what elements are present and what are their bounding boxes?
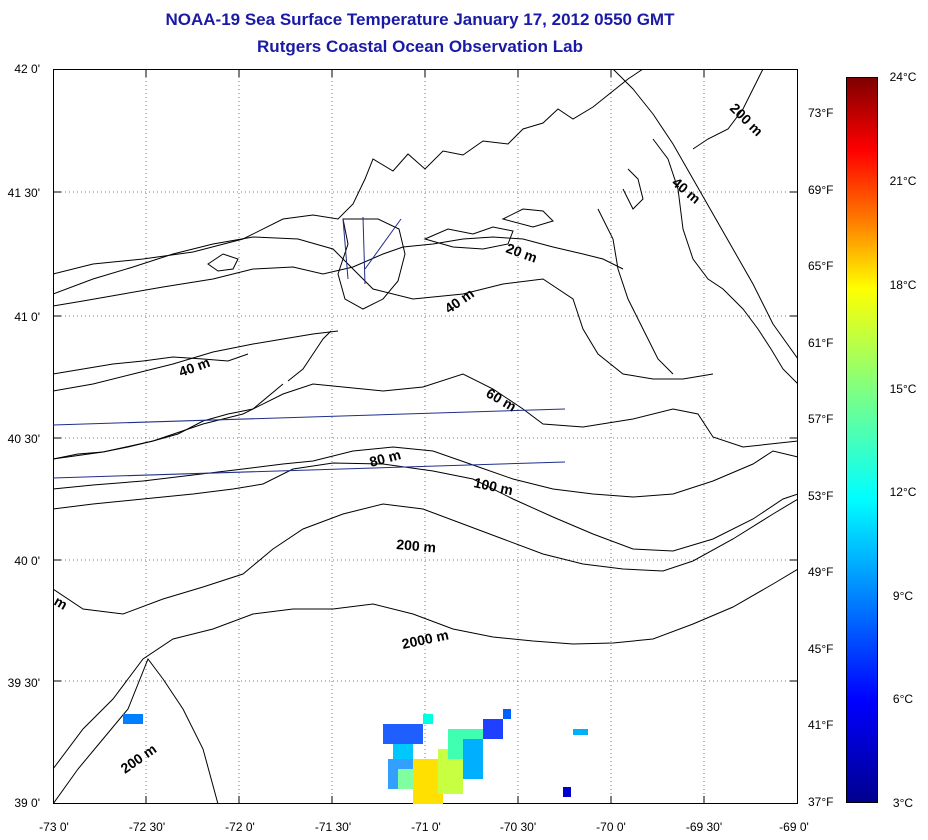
- fahrenheit-label: 69°F: [808, 183, 834, 197]
- coastline: [53, 69, 798, 460]
- lat-label: 41 30': [7, 186, 40, 200]
- contour-100m: [53, 462, 798, 552]
- sst-data-patch: [123, 709, 588, 804]
- fahrenheit-label: 53°F: [808, 489, 834, 503]
- lat-label: 40 30': [7, 432, 40, 446]
- contour-40m-north: [612, 69, 798, 360]
- temperature-colorbar: [846, 77, 878, 803]
- colorbar-label: 9°C: [892, 589, 914, 603]
- depth-contours: [53, 69, 798, 804]
- colorbar-label: 24°C: [889, 70, 917, 84]
- lat-label: 42 0': [14, 62, 40, 76]
- colorbar-label: 3°C: [892, 796, 914, 810]
- contour-60m: [53, 373, 798, 460]
- contour-40m-south: [53, 330, 339, 392]
- contour-200m: [53, 498, 798, 615]
- map-grid: [53, 69, 798, 804]
- lat-label: 39 30': [7, 676, 40, 690]
- fahrenheit-label: 37°F: [808, 795, 834, 809]
- contour-20m: [402, 236, 624, 270]
- fahrenheit-label: 61°F: [808, 336, 834, 350]
- fahrenheit-label: 45°F: [808, 642, 834, 656]
- sst-map: 200 m 40 m 20 m 40 m 40 m 60 m 80 m 100 …: [53, 69, 798, 804]
- contour-label: 200 m: [396, 536, 437, 555]
- colorbar-label: 12°C: [889, 485, 917, 499]
- lat-label: 41 0': [14, 310, 40, 324]
- lon-label: -69 30': [685, 820, 723, 834]
- lon-label: -69 0': [779, 820, 809, 834]
- lon-label: -71 0': [411, 820, 441, 834]
- lon-label: -72 0': [225, 820, 255, 834]
- lat-label: 39 0': [14, 796, 40, 810]
- lon-label: -73 0': [39, 820, 69, 834]
- map-title: NOAA-19 Sea Surface Temperature January …: [165, 10, 675, 29]
- lon-label: -70 30': [499, 820, 537, 834]
- fahrenheit-label: 65°F: [808, 259, 834, 273]
- lon-label: -72 30': [128, 820, 166, 834]
- lon-label: -70 0': [596, 820, 626, 834]
- satellite-track: [53, 216, 566, 479]
- fahrenheit-label: 57°F: [808, 412, 834, 426]
- contour-200m-sw: [53, 657, 219, 804]
- fahrenheit-label: 73°F: [808, 106, 834, 120]
- contour-80m: [53, 446, 798, 498]
- contour-40m: [53, 236, 714, 380]
- colorbar-label: 18°C: [889, 278, 917, 292]
- contour-2000m: [53, 568, 798, 770]
- fahrenheit-label: 49°F: [808, 565, 834, 579]
- contour-label: 80 m: [368, 446, 403, 470]
- lat-label: 40 0': [14, 554, 40, 568]
- fahrenheit-label: 41°F: [808, 718, 834, 732]
- colorbar-label: 15°C: [889, 382, 917, 396]
- lon-label: -71 30': [314, 820, 352, 834]
- colorbar-label: 21°C: [889, 174, 917, 188]
- colorbar-label: 6°C: [892, 692, 914, 706]
- map-subtitle: Rutgers Coastal Ocean Observation Lab: [257, 37, 583, 56]
